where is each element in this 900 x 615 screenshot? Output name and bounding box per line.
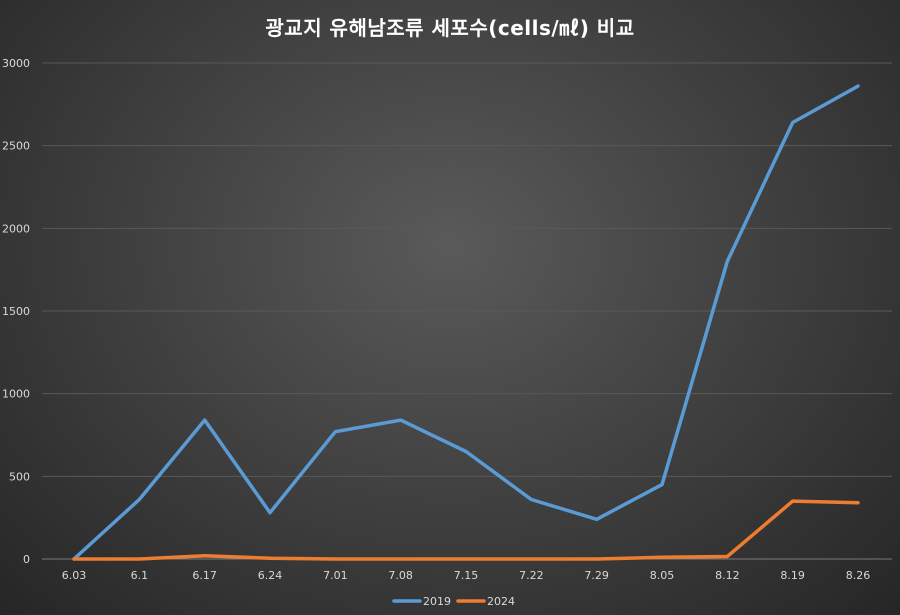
series-line-2019 (72, 84, 860, 561)
y-tick-label: 2500 (2, 140, 30, 153)
y-tick-label: 2000 (2, 222, 30, 235)
x-tick-label: 7.01 (323, 569, 348, 582)
x-tick-label: 7.08 (388, 569, 413, 582)
chart-title: 광교지 유해남조류 세포수(cells/㎖) 비교 (265, 16, 635, 40)
x-tick-label: 7.22 (519, 569, 544, 582)
x-tick-label: 6.24 (258, 569, 283, 582)
x-tick-label: 6.1 (131, 569, 149, 582)
legend-label-2024: 2024 (487, 595, 515, 608)
x-tick-label: 6.17 (192, 569, 217, 582)
x-tick-label: 7.15 (454, 569, 479, 582)
series-line-2024 (72, 499, 860, 561)
x-tick-label: 8.19 (780, 569, 805, 582)
y-tick-label: 0 (23, 553, 30, 566)
x-tick-label: 8.26 (846, 569, 871, 582)
x-tick-label: 8.12 (715, 569, 740, 582)
x-tick-label: 7.29 (584, 569, 609, 582)
x-tick-label: 6.03 (62, 569, 87, 582)
legend-label-2019: 2019 (423, 595, 451, 608)
y-tick-label: 500 (9, 470, 30, 483)
y-tick-label: 1500 (2, 305, 30, 318)
x-tick-label: 8.05 (650, 569, 675, 582)
y-tick-label: 3000 (2, 57, 30, 70)
y-tick-label: 1000 (2, 388, 30, 401)
